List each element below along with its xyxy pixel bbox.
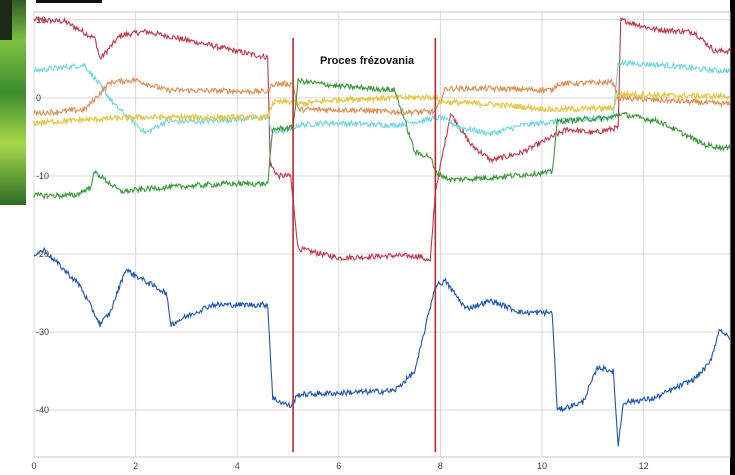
y-tick-label: -40 bbox=[36, 405, 49, 415]
milling-boundary-lines bbox=[292, 38, 437, 452]
top-border-fragment bbox=[36, 0, 102, 3]
x-tick-label: 6 bbox=[336, 461, 341, 471]
series-group bbox=[33, 15, 731, 447]
milling-process-annotation: Proces frézovania bbox=[320, 55, 415, 67]
x-tick-label: 12 bbox=[639, 461, 649, 471]
x-tick-label: 0 bbox=[31, 461, 36, 471]
right-border bbox=[730, 0, 735, 475]
series-line-6 bbox=[33, 246, 731, 447]
y-tick-label: -10 bbox=[36, 171, 49, 181]
x-axis-ticks: 0 2 4 6 8 10 12 bbox=[31, 461, 648, 471]
x-tick-label: 10 bbox=[537, 461, 547, 471]
series-line-4 bbox=[33, 89, 731, 127]
series-line-2 bbox=[33, 59, 731, 137]
y-tick-label: -20 bbox=[36, 249, 49, 259]
y-tick-label: -30 bbox=[36, 327, 49, 337]
background-image-shadow bbox=[0, 0, 12, 40]
series-line-1 bbox=[33, 15, 731, 262]
x-tick-label: 2 bbox=[133, 461, 138, 471]
x-tick-label: 8 bbox=[438, 461, 443, 471]
y-tick-label: 0 bbox=[36, 93, 41, 103]
series-line-3 bbox=[33, 76, 731, 117]
x-tick-label: 4 bbox=[235, 461, 240, 471]
y-axis-ticks: 10 0 -10 -20 -30 -40 bbox=[36, 15, 49, 415]
y-tick-label: 10 bbox=[36, 15, 46, 25]
series-line-5 bbox=[33, 77, 731, 200]
